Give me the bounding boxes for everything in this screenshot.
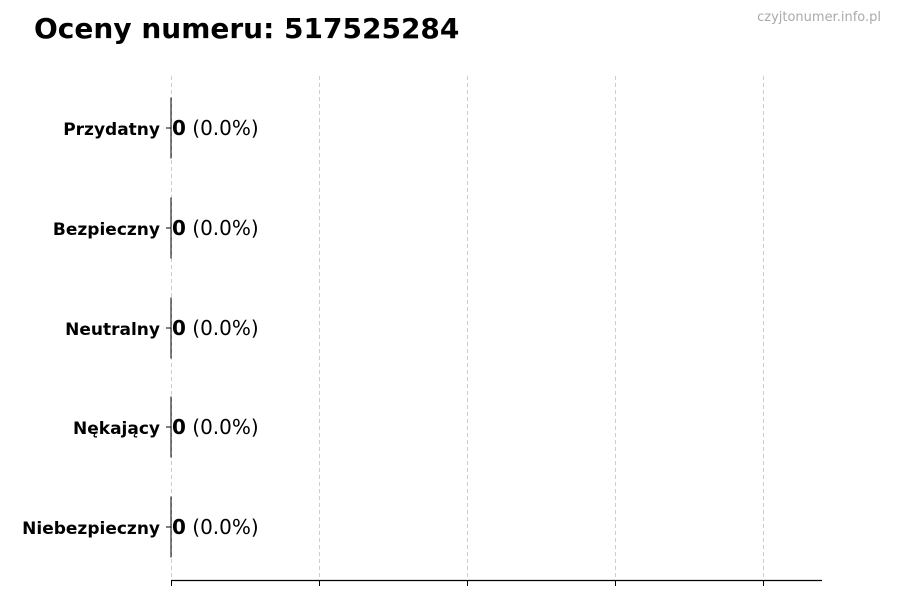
value-label: 0 bbox=[172, 116, 186, 140]
data-label: 0 (0.0%) bbox=[172, 216, 259, 240]
data-label: 0 (0.0%) bbox=[172, 116, 259, 140]
percent-label: (0.0%) bbox=[192, 216, 258, 240]
percent-label: (0.0%) bbox=[192, 316, 258, 340]
data-label: 0 (0.0%) bbox=[172, 415, 259, 439]
percent-label: (0.0%) bbox=[192, 515, 258, 539]
data-label: 0 (0.0%) bbox=[172, 316, 259, 340]
value-label: 0 bbox=[172, 415, 186, 439]
value-label: 0 bbox=[172, 316, 186, 340]
value-label: 0 bbox=[172, 216, 186, 240]
category-label: Niebezpieczny bbox=[22, 519, 160, 539]
value-label: 0 bbox=[172, 515, 186, 539]
percent-label: (0.0%) bbox=[192, 116, 258, 140]
watermark: czyjtonumer.info.pl bbox=[757, 10, 881, 25]
category-label: Neutralny bbox=[65, 320, 160, 340]
category-label: Przydatny bbox=[63, 120, 160, 140]
category-label: Nękający bbox=[73, 419, 160, 439]
percent-label: (0.0%) bbox=[192, 415, 258, 439]
category-label: Bezpieczny bbox=[53, 220, 160, 240]
chart-title: Oceny numeru: 517525284 bbox=[34, 12, 460, 45]
data-label: 0 (0.0%) bbox=[172, 515, 259, 539]
